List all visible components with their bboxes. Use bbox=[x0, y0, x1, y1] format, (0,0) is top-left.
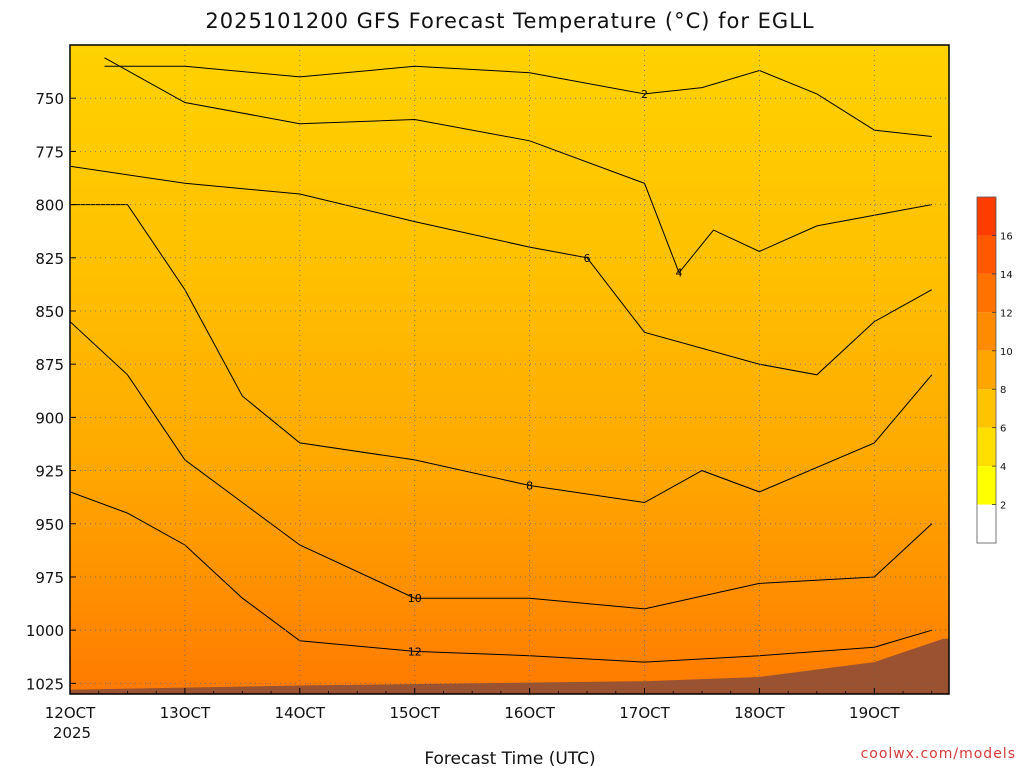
x-axis: 12OCT 13OCT 14OCT 15OCT 16OCT 17OCT 18OCT 19OCT bbox=[45, 688, 933, 722]
x-tick-label: 19OCT bbox=[849, 704, 900, 722]
y-tick-label: 1025 bbox=[26, 675, 64, 693]
y-tick-label: 750 bbox=[35, 90, 64, 108]
x-tick-label: 16OCT bbox=[504, 704, 555, 722]
colorbar-segment bbox=[977, 466, 996, 505]
contour-labels: 2 4 6 8 10 12 bbox=[408, 88, 683, 659]
contour-label: 10 bbox=[408, 592, 422, 605]
colorbar-tick-label: 8 bbox=[1000, 385, 1006, 396]
y-tick-label: 950 bbox=[35, 516, 64, 534]
temperature-field bbox=[70, 45, 949, 694]
terrain-surface bbox=[70, 638, 949, 694]
colorbar: 2 4 6 8 10 12 14 16 bbox=[976, 196, 1013, 544]
x-tick-label: 15OCT bbox=[389, 704, 440, 722]
colorbar-tick-label: 6 bbox=[1000, 424, 1006, 435]
contour-label: 6 bbox=[584, 252, 591, 265]
y-tick-label: 850 bbox=[35, 303, 64, 321]
contour-label: 2 bbox=[641, 88, 648, 101]
colorbar-tick-label: 4 bbox=[1000, 462, 1006, 473]
plot-frame bbox=[69, 44, 950, 695]
surface-polygon bbox=[70, 638, 949, 694]
colorbar-segment bbox=[977, 389, 996, 428]
x-year-label: 2025 bbox=[53, 724, 91, 742]
colorbar-segment bbox=[977, 350, 996, 390]
y-tick-label: 900 bbox=[35, 409, 64, 427]
y-tick-label: 825 bbox=[35, 250, 64, 268]
contour-label: 4 bbox=[675, 267, 682, 280]
contour-label: 12 bbox=[408, 645, 422, 658]
colorbar-segment bbox=[977, 197, 996, 236]
contour-line-6 bbox=[70, 165, 933, 376]
y-tick-label: 800 bbox=[35, 197, 64, 215]
contour-label: 8 bbox=[526, 479, 533, 492]
field-background bbox=[70, 45, 949, 694]
x-axis-title: Forecast Time (UTC) bbox=[424, 749, 595, 768]
colorbar-segment bbox=[977, 273, 996, 313]
contour-line-10 bbox=[70, 321, 933, 610]
colorbar-tick-label: 10 bbox=[1000, 347, 1013, 358]
x-tick-label: 14OCT bbox=[275, 704, 326, 722]
colorbar-segment bbox=[977, 504, 996, 543]
colorbar-tick-label: 16 bbox=[1000, 231, 1013, 242]
y-tick-label: 775 bbox=[35, 143, 64, 161]
contour-line-12 bbox=[70, 491, 932, 663]
contour-lines bbox=[70, 57, 933, 663]
colorbar-segment bbox=[977, 312, 996, 351]
y-tick-label: 975 bbox=[35, 569, 64, 587]
contour-line-2 bbox=[104, 65, 932, 137]
credit-text: coolwx.com/models bbox=[861, 746, 1016, 762]
chart-title: 2025101200 GFS Forecast Temperature (°C)… bbox=[205, 9, 814, 33]
x-tick-label: 17OCT bbox=[619, 704, 670, 722]
colorbar-frame bbox=[976, 196, 997, 544]
contour-line-8 bbox=[70, 204, 933, 504]
contour-line-4 bbox=[104, 57, 932, 274]
y-tick-label: 925 bbox=[35, 463, 64, 481]
y-tick-label: 1000 bbox=[26, 622, 64, 640]
colorbar-tick-label: 14 bbox=[1000, 270, 1013, 281]
colorbar-segment bbox=[977, 235, 996, 274]
colorbar-segment bbox=[977, 427, 996, 467]
colorbar-tick-label: 2 bbox=[1000, 501, 1006, 512]
colorbar-tick-label: 12 bbox=[1000, 308, 1013, 319]
y-axis: 750 775 800 825 850 875 900 925 950 975 1000 1025 bbox=[26, 90, 76, 693]
x-tick-label: 18OCT bbox=[734, 704, 785, 722]
x-tick-label: 12OCT bbox=[45, 704, 96, 722]
x-tick-label: 13OCT bbox=[160, 704, 211, 722]
y-tick-label: 875 bbox=[35, 356, 64, 374]
